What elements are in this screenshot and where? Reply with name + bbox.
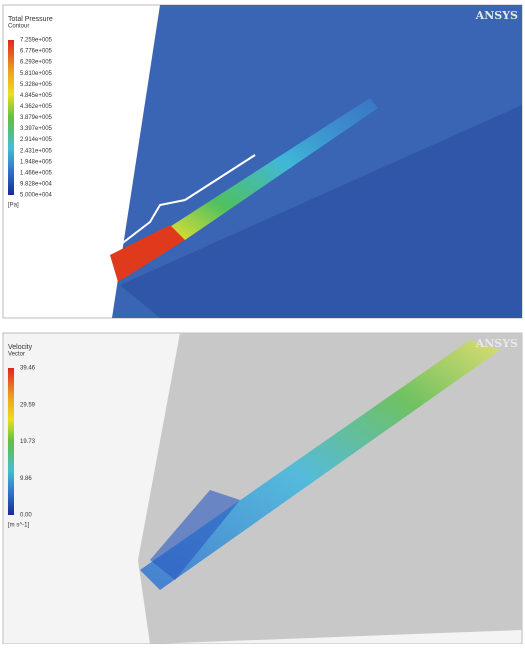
legend-label: 5.000e+004 <box>20 193 53 199</box>
legend-title: Total Pressure <box>8 16 53 23</box>
outline <box>119 154 256 246</box>
vector-panel <box>2 332 523 645</box>
legend-label: 6.293e+005 <box>20 60 53 66</box>
logo: ANSYS <box>475 9 518 22</box>
legend-label: 19.73 <box>20 439 36 445</box>
legend-label: 29.59 <box>20 402 36 408</box>
legend-label: 4.845e+005 <box>20 93 53 99</box>
legend-subtitle: Contour <box>8 24 29 30</box>
plane-shade <box>120 105 522 318</box>
legend-label: 9.828e+004 <box>20 182 53 188</box>
legend-title: Velocity <box>8 344 33 351</box>
legend-label: 5.810e+005 <box>20 71 53 77</box>
legend-label: 5.328e+005 <box>20 82 53 88</box>
legend-label: 1.466e+005 <box>20 170 53 176</box>
jet <box>140 340 500 590</box>
color-bar <box>8 368 14 515</box>
legend-label: 3.879e+005 <box>20 115 53 121</box>
logo: ANSYS <box>475 337 518 350</box>
legend-label: 39.46 <box>20 366 36 372</box>
legend-label: 2.914e+005 <box>20 137 53 143</box>
legend-label: 6.776e+005 <box>20 49 53 55</box>
legend-label: 9.86 <box>20 476 32 482</box>
legend-subtitle: Vector <box>8 352 25 358</box>
legend-label: 4.362e+005 <box>20 104 53 110</box>
color-bar <box>8 40 14 195</box>
legend-label: 7.259e+005 <box>20 38 53 44</box>
legend-unit: [Pa] <box>8 203 19 209</box>
jet <box>168 98 378 240</box>
legend-label: 2.431e+005 <box>20 148 53 154</box>
legend-label: 3.397e+005 <box>20 126 53 132</box>
legend-unit: [m s^-1] <box>8 523 29 529</box>
legend-label: 0.00 <box>20 513 32 519</box>
nozzle <box>110 225 185 282</box>
plane <box>138 333 522 644</box>
contour-panel <box>2 4 523 319</box>
vectors <box>150 490 240 580</box>
legend-label: 1.948e+005 <box>20 159 53 165</box>
